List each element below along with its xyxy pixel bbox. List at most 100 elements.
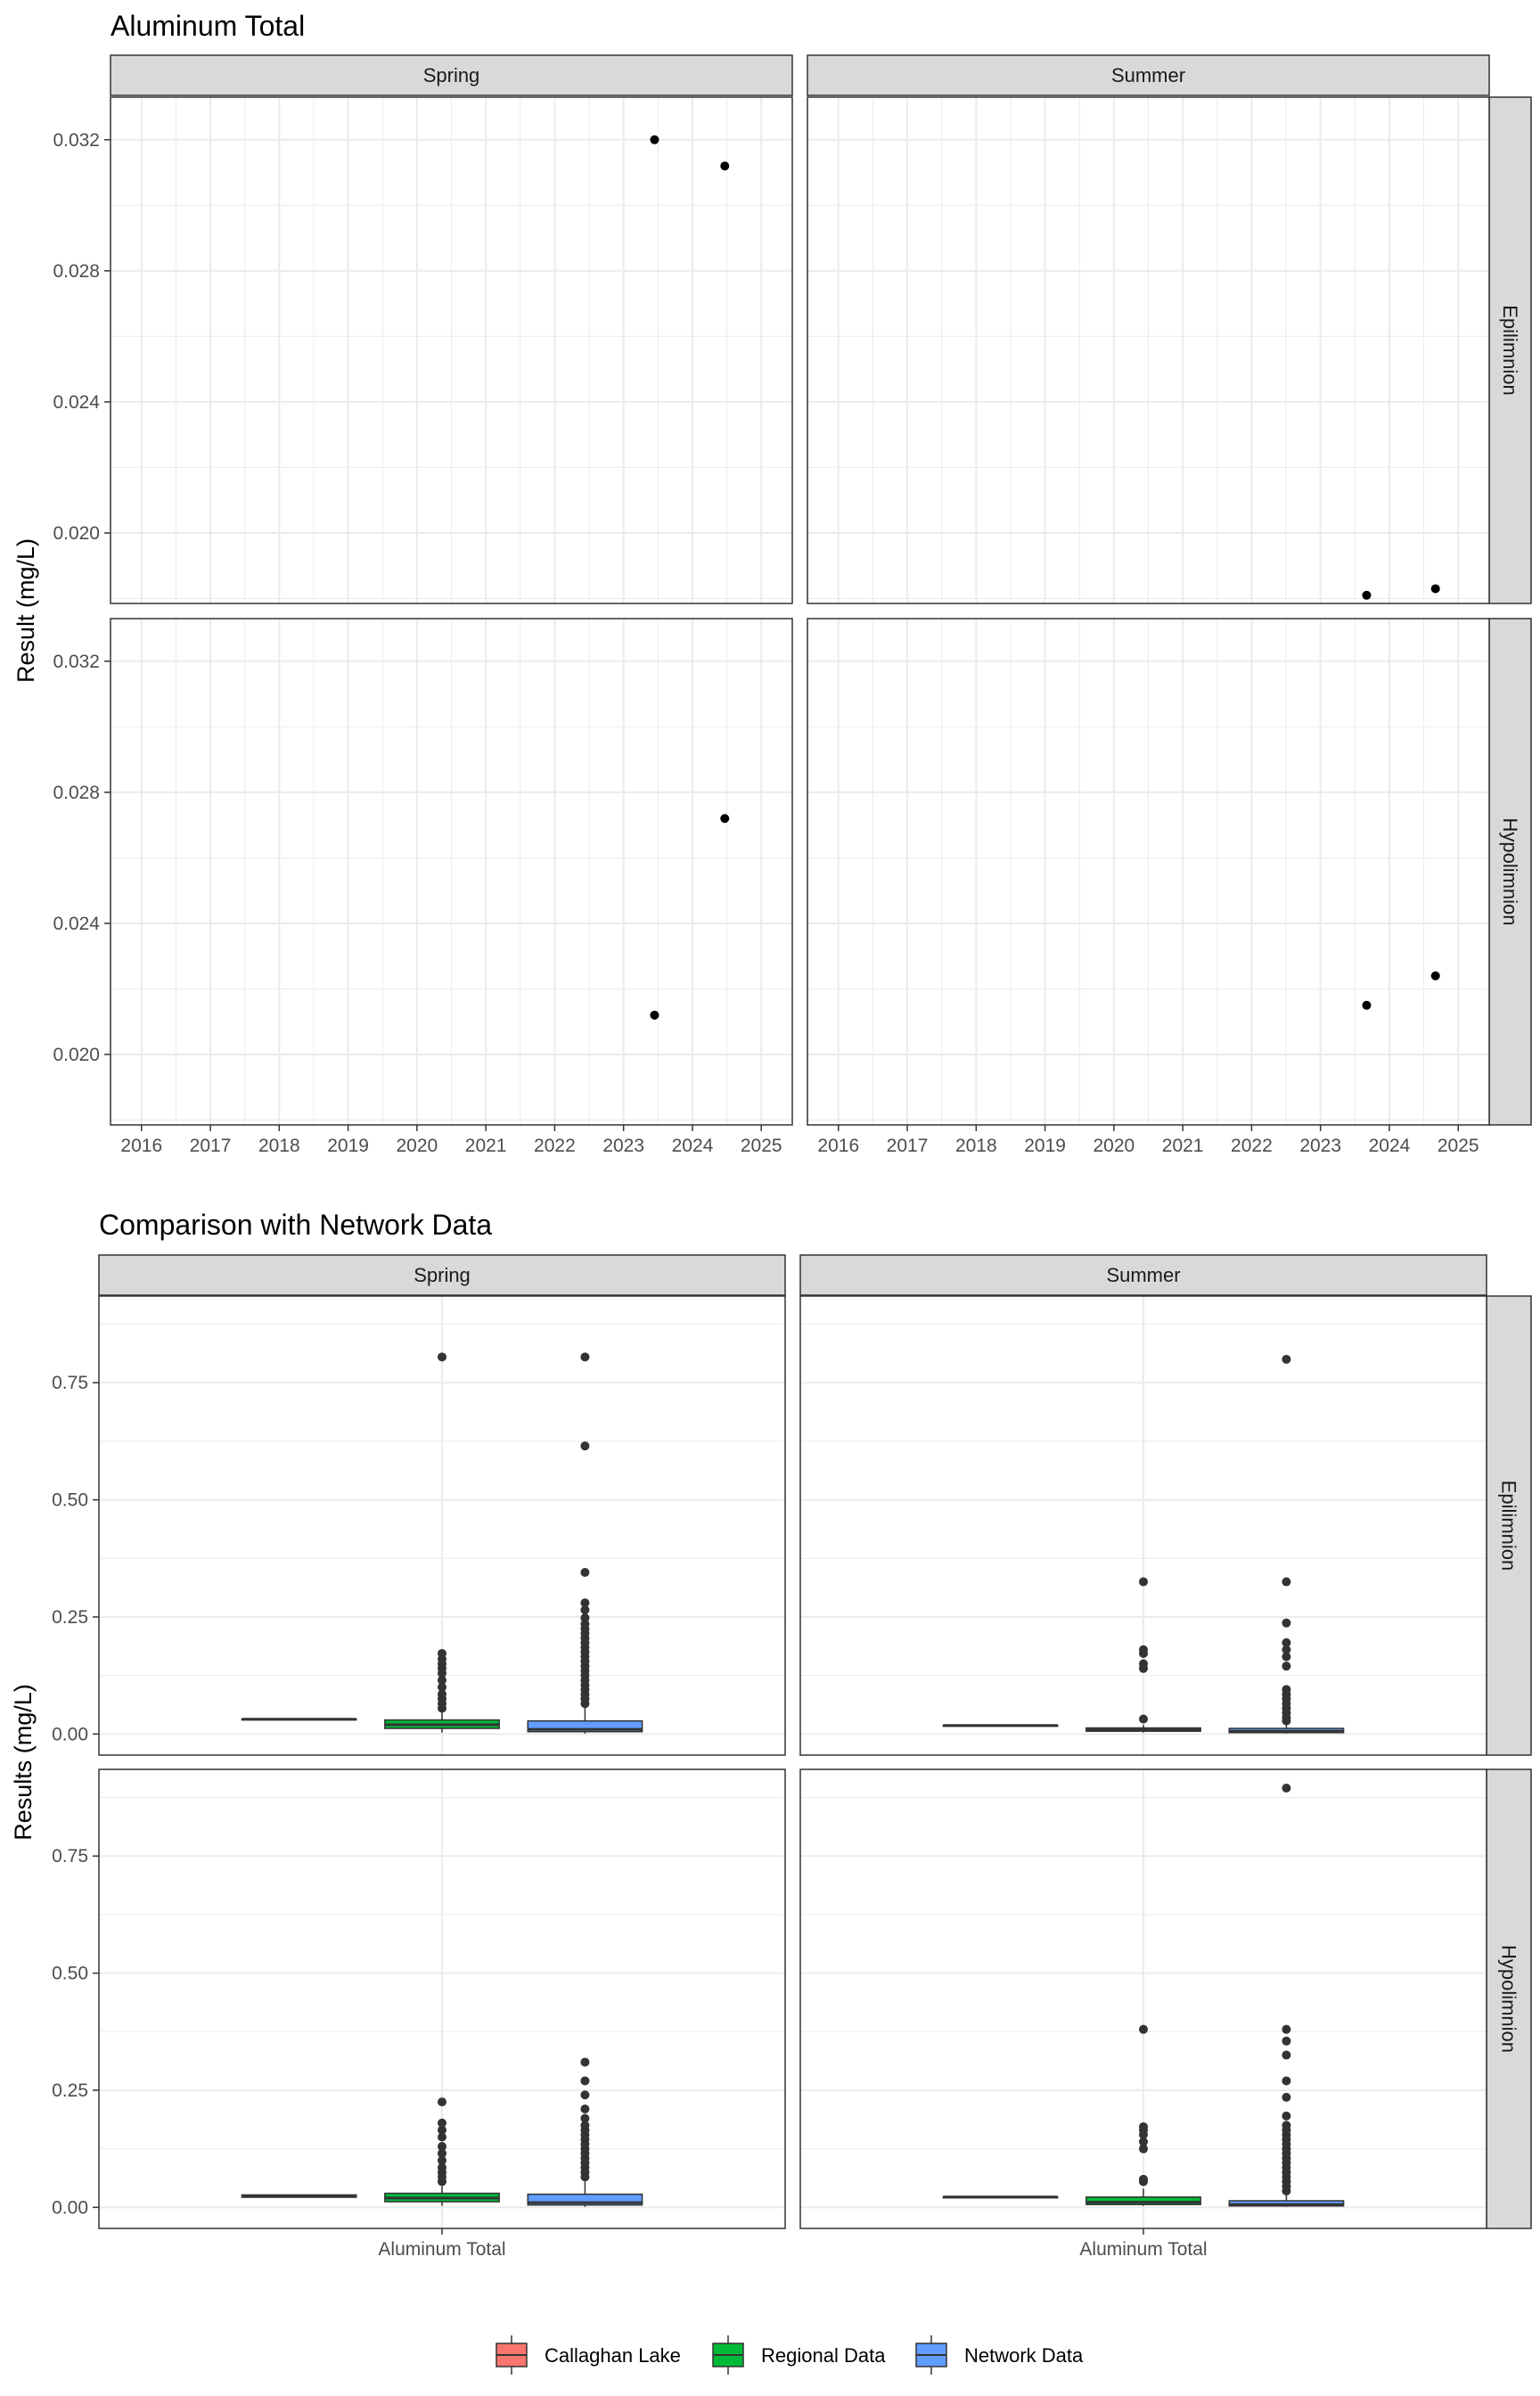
y-tick-label: 0.024 xyxy=(53,914,100,934)
panel-summer-hypolimnion xyxy=(807,618,1490,1126)
box-network-data xyxy=(527,1352,643,1734)
outlier-point xyxy=(438,2097,446,2107)
x-tick-label: 2020 xyxy=(1094,1136,1135,1156)
y-tick-label: 0.50 xyxy=(52,1490,88,1511)
legend-item-network-data: Network Data xyxy=(915,2335,1084,2375)
strip-label: Epilimnion xyxy=(1498,1481,1520,1571)
x-tick-label: 2016 xyxy=(817,1136,859,1156)
outlier-point xyxy=(580,1441,590,1451)
panel-spring-hypolimnion xyxy=(98,1768,786,2229)
box-network-data xyxy=(1228,1784,1345,2207)
outlier-point xyxy=(438,2162,446,2172)
panel-border xyxy=(98,1295,786,1756)
data-point xyxy=(650,135,659,144)
legend-item-callaghan-lake: Callaghan Lake xyxy=(496,2335,681,2375)
outlier-point xyxy=(580,2076,590,2086)
outlier-point xyxy=(438,1675,446,1685)
box-callaghan-lake xyxy=(241,2194,357,2198)
outlier-point xyxy=(580,1568,590,1578)
outlier-point xyxy=(1282,2076,1291,2086)
y-tick-label: 0.50 xyxy=(52,1964,88,1984)
strip-hypolimnion xyxy=(1488,618,1532,1126)
x-tick-label: 2019 xyxy=(1024,1136,1066,1156)
outlier-point xyxy=(1139,1577,1148,1587)
panel-border xyxy=(110,618,793,1126)
strip-label: Spring xyxy=(423,64,480,86)
box-body xyxy=(1085,2196,1201,2205)
outlier-point xyxy=(1282,1662,1291,1671)
y-tick-label: 0.00 xyxy=(52,2197,88,2218)
box-callaghan-lake xyxy=(942,2195,1059,2199)
strip-label: Summer xyxy=(1106,1264,1180,1286)
outlier-point xyxy=(1282,1645,1291,1654)
outlier-point xyxy=(1282,1354,1291,1364)
chart-title: Aluminum Total xyxy=(111,10,305,42)
outlier-point xyxy=(438,1648,446,1658)
y-tick-label: 0.25 xyxy=(52,1607,88,1628)
legend-label: Network Data xyxy=(964,2344,1084,2367)
strip-label: Hypolimnion xyxy=(1498,1945,1520,2053)
outlier-point xyxy=(580,1619,590,1629)
strip-label: Spring xyxy=(414,1264,471,1286)
panel-summer-epilimnion xyxy=(807,96,1490,604)
panel-border xyxy=(799,1295,1487,1756)
x-tick-label: Aluminum Total xyxy=(1079,2239,1207,2260)
outlier-point xyxy=(580,2090,590,2100)
x-tick-label: 2019 xyxy=(327,1136,369,1156)
panel-border xyxy=(807,96,1490,604)
outlier-point xyxy=(1139,1659,1148,1669)
data-point xyxy=(1430,584,1440,594)
outlier-point xyxy=(1139,2137,1148,2146)
y-tick-label: 0.020 xyxy=(53,1045,100,1065)
scatter-chart: Aluminum Total Result (mg/L) Spring Summer E… xyxy=(12,10,1532,1156)
x-tick-label: 2022 xyxy=(534,1136,576,1156)
strip-summer xyxy=(799,1254,1487,1296)
data-point xyxy=(720,814,730,824)
y-tick-label: 0.028 xyxy=(53,783,100,803)
box-regional-data xyxy=(384,1352,500,1733)
y-axis-label: Results (mg/L) xyxy=(10,1684,37,1841)
y-tick-label: 0.024 xyxy=(53,392,100,413)
data-point xyxy=(1362,1000,1372,1010)
outlier-point xyxy=(580,1352,590,1362)
data-point xyxy=(1362,590,1372,600)
strip-spring xyxy=(98,1254,786,1296)
outlier-point xyxy=(438,2125,446,2135)
outlier-point xyxy=(1139,2121,1148,2131)
outlier-point xyxy=(1282,1652,1291,1662)
outlier-point xyxy=(438,2132,446,2142)
box-callaghan-lake xyxy=(942,1724,1059,1727)
outlier-point xyxy=(438,2142,446,2152)
y-axis-label: Result (mg/L) xyxy=(12,538,39,683)
y-tick-label: 0.75 xyxy=(52,1373,88,1393)
x-tick-label: 2017 xyxy=(887,1136,929,1156)
x-tick-label: 2024 xyxy=(672,1136,714,1156)
outlier-point xyxy=(1282,1685,1291,1694)
boxplot-chart: Comparison with Network Data Results (mg/… xyxy=(10,1209,1532,2260)
box-regional-data xyxy=(1085,2024,1201,2206)
x-tick-label: 2021 xyxy=(465,1136,507,1156)
x-tick-label: 2023 xyxy=(1299,1136,1341,1156)
outlier-point xyxy=(580,2104,590,2113)
strip-spring xyxy=(110,54,793,96)
data-point xyxy=(720,161,730,171)
strip-label: Summer xyxy=(1111,64,1185,86)
box-callaghan-lake xyxy=(241,1718,357,1721)
box-regional-data xyxy=(1085,1577,1201,1733)
x-tick-label: 2025 xyxy=(1438,1136,1479,1156)
outlier-point xyxy=(1282,1784,1291,1793)
x-tick-label: Aluminum Total xyxy=(378,2239,505,2260)
panel-summer-epilimnion xyxy=(799,1295,1487,1756)
outlier-point xyxy=(1282,2092,1291,2102)
y-tick-label: 0.028 xyxy=(53,261,100,282)
outlier-point xyxy=(580,1605,590,1615)
outlier-point xyxy=(438,2118,446,2128)
box-network-data xyxy=(1228,1354,1345,1734)
x-tick-label: 2025 xyxy=(741,1136,782,1156)
panel-spring-epilimnion xyxy=(98,1295,786,1756)
outlier-point xyxy=(1282,1577,1291,1587)
legend-label: Callaghan Lake xyxy=(545,2344,681,2367)
strip-epilimnion xyxy=(1486,1295,1532,1756)
outlier-point xyxy=(438,2155,446,2165)
outlier-point xyxy=(580,2057,590,2067)
